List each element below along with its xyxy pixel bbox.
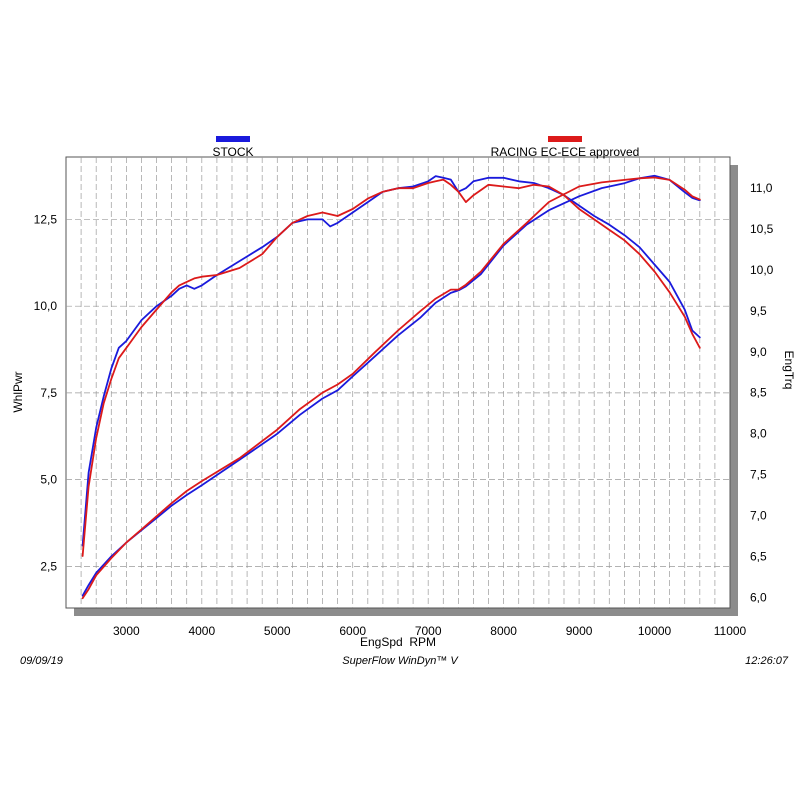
right-tick-label: 9,5	[750, 304, 767, 318]
x-tick-label: 3000	[113, 624, 140, 638]
y-axis-right-label: EngTrq	[782, 351, 796, 390]
left-tick-label: 2,5	[40, 559, 57, 573]
racing-power-line	[81, 178, 701, 557]
left-tick-labels: 2,5 5,0 7,5 10,0 12,5	[34, 212, 58, 573]
legend-swatch-stock	[216, 136, 250, 142]
x-tick-label: 11000	[714, 624, 747, 638]
right-tick-label: 6,5	[750, 549, 767, 563]
series-lines	[81, 174, 701, 600]
legend-swatch-racing	[548, 136, 582, 142]
left-tick-label: 12,5	[34, 212, 58, 226]
legend-label-stock: STOCK	[212, 145, 253, 159]
racing-torque-line	[81, 176, 701, 600]
x-tick-label: 7000	[415, 624, 442, 638]
y-axis-left-label: WhlPwr	[11, 371, 25, 412]
footer-date: 09/09/19	[20, 655, 63, 667]
right-tick-label: 8,0	[750, 427, 767, 441]
footer-software: SuperFlow WinDyn™ V	[342, 655, 458, 667]
footer-time: 12:26:07	[745, 655, 788, 667]
left-tick-label: 10,0	[34, 299, 58, 313]
right-tick-label: 10,5	[750, 222, 774, 236]
left-tick-label: 7,5	[40, 386, 57, 400]
x-tick-label: 8000	[490, 624, 517, 638]
right-tick-label: 11,0	[750, 181, 773, 195]
x-tick-label: 5000	[264, 624, 291, 638]
right-tick-label: 6,0	[750, 590, 767, 604]
right-tick-label: 9,0	[750, 345, 767, 359]
x-tick-label: 4000	[188, 624, 215, 638]
right-tick-label: 7,5	[750, 468, 767, 482]
legend-label-racing: RACING EC-ECE approved	[491, 145, 640, 159]
right-tick-label: 8,5	[750, 386, 767, 400]
left-tick-label: 5,0	[40, 473, 57, 487]
right-tick-label: 7,0	[750, 509, 767, 523]
x-tick-label: 9000	[566, 624, 593, 638]
grid	[66, 157, 730, 608]
x-tick-labels: 3000 4000 5000 6000 7000 8000 9000 10000 11000	[113, 624, 747, 638]
right-tick-labels: 6,0 6,5 7,0 7,5 8,0 8,5 9,0 9,5 10,0 10,5 11,0	[750, 181, 774, 604]
x-tick-label: 10000	[638, 624, 672, 638]
right-tick-label: 10,0	[750, 263, 774, 277]
x-tick-label: 6000	[339, 624, 366, 638]
stock-torque-line	[81, 174, 701, 597]
x-axis-label: EngSpd RPM	[360, 635, 436, 649]
